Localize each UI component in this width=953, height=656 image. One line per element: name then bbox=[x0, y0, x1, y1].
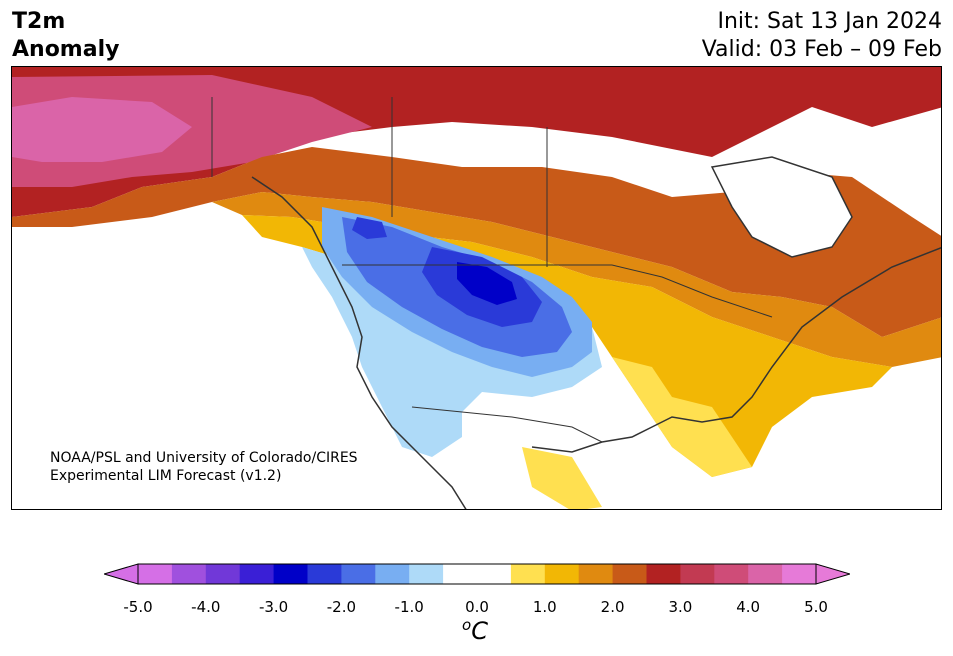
coastline-gulf bbox=[531, 246, 941, 453]
anomaly-contour-plus-5 bbox=[12, 97, 192, 162]
colorbar-tick-label: -4.0 bbox=[191, 598, 221, 616]
colorbar-cell bbox=[578, 564, 614, 584]
colorbar-cell bbox=[477, 564, 512, 584]
colorbar-cell bbox=[646, 564, 681, 584]
colorbar-tick-label: -3.0 bbox=[258, 598, 289, 616]
anomaly-contour-plus-1 bbox=[242, 215, 892, 477]
map-title: T2m Anomaly bbox=[12, 8, 119, 64]
forecast-credit: NOAA/PSL and University of Colorado/CIRE… bbox=[50, 449, 358, 485]
colorbar-cell bbox=[544, 564, 580, 584]
colorbar-extend-min bbox=[104, 563, 139, 585]
colorbar-tick-label: -5.0 bbox=[123, 598, 153, 616]
colorbar-unit: oC bbox=[462, 616, 488, 645]
colorbar-cell bbox=[273, 564, 308, 584]
unit-degree: o bbox=[462, 616, 472, 634]
colorbar-cell bbox=[714, 564, 749, 584]
valid-range: Valid: 03 Feb – 09 Feb bbox=[701, 37, 942, 62]
colorbar-cell bbox=[510, 564, 546, 584]
colorbar-cell bbox=[409, 564, 444, 584]
colorbar-cells bbox=[138, 564, 817, 584]
map-svg bbox=[12, 67, 941, 509]
coastline-west bbox=[251, 176, 467, 509]
credit-line-1: NOAA/PSL and University of Colorado/CIRE… bbox=[50, 450, 358, 466]
colorbar-cell bbox=[239, 564, 275, 584]
colorbar bbox=[104, 563, 850, 585]
colorbar-tick-label: 4.0 bbox=[736, 598, 761, 616]
colorbar-cell bbox=[171, 564, 207, 584]
forecast-dates: Init: Sat 13 Jan 2024 Valid: 03 Feb – 09… bbox=[702, 8, 942, 64]
title-type: Anomaly bbox=[12, 37, 120, 62]
anomaly-contour-plus-1-5 bbox=[212, 192, 941, 367]
colorbar-tick-label: 5.0 bbox=[804, 598, 828, 616]
colorbar-cell bbox=[782, 564, 817, 584]
colorbar-cell bbox=[307, 564, 342, 584]
colorbar-outline bbox=[137, 563, 817, 585]
us-mexico-border bbox=[411, 406, 603, 443]
colorbar-cell bbox=[443, 564, 478, 584]
colorbar-extend-max bbox=[815, 563, 850, 585]
credit-line-2: Experimental LIM Forecast (v1.2) bbox=[50, 468, 282, 484]
colorbar-cell bbox=[341, 564, 376, 584]
anomaly-map: NOAA/PSL and University of Colorado/CIRE… bbox=[11, 66, 942, 510]
colorbar-tick-label: -1.0 bbox=[394, 598, 424, 616]
unit-symbol: C bbox=[471, 617, 488, 645]
colorbar-cell bbox=[375, 564, 410, 584]
colorbar-tick-label: 1.0 bbox=[532, 598, 557, 616]
us-canada-border bbox=[342, 264, 773, 318]
colorbar-cell bbox=[612, 564, 647, 584]
colorbar-tick-label: 2.0 bbox=[600, 598, 625, 616]
anomaly-contour-plus-2 bbox=[12, 147, 941, 337]
colorbar-tick-label: 0.0 bbox=[465, 598, 489, 616]
colorbar-cell bbox=[680, 564, 715, 584]
anomaly-contour-minus-2-5 bbox=[457, 262, 517, 305]
colorbar-tick-label: -2.0 bbox=[326, 598, 357, 616]
init-date: Init: Sat 13 Jan 2024 bbox=[717, 9, 942, 34]
title-variable: T2m bbox=[12, 9, 66, 34]
colorbar-cell bbox=[138, 564, 173, 584]
colorbar-cell bbox=[205, 564, 241, 584]
anomaly-contour-plus-0-5 bbox=[522, 357, 752, 509]
colorbar-tick-label: 3.0 bbox=[668, 598, 693, 616]
province-border bbox=[211, 97, 548, 267]
colorbar-cell bbox=[748, 564, 783, 584]
hudson-bay bbox=[710, 156, 853, 258]
